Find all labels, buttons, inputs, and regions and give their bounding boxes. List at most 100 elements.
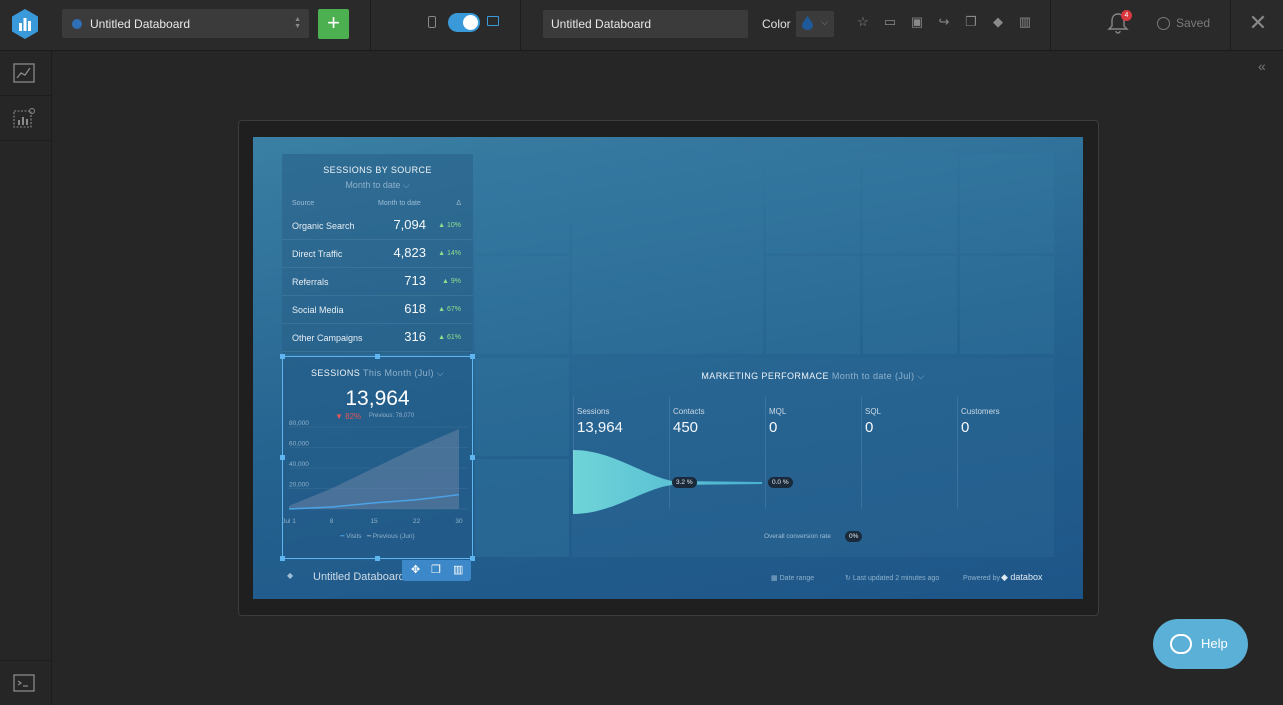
datablock-period[interactable]: Month to date ⌵ bbox=[345, 180, 410, 190]
series-area-previous bbox=[289, 428, 459, 509]
funnel-shape bbox=[573, 450, 762, 514]
empty-slot[interactable] bbox=[863, 154, 957, 253]
star-icon[interactable]: ☆ bbox=[857, 14, 869, 29]
x-tick-label: 30 bbox=[455, 518, 463, 525]
empty-slot[interactable] bbox=[766, 154, 860, 253]
share-icon[interactable]: ↪ bbox=[938, 14, 950, 29]
date-range[interactable]: ▦ Date range bbox=[771, 575, 815, 582]
y-tick-label: 80,000 bbox=[289, 420, 309, 427]
resize-handle[interactable] bbox=[280, 556, 285, 561]
resize-handle[interactable] bbox=[375, 556, 380, 561]
divider bbox=[1050, 0, 1051, 51]
datablock-period[interactable]: This Month (Jul) ⌵ bbox=[362, 368, 444, 378]
period-label: Month to date bbox=[345, 180, 401, 190]
add-databoard-button[interactable]: + bbox=[318, 9, 349, 39]
source-name: Direct Traffic bbox=[292, 249, 343, 259]
chart-panel-icon bbox=[13, 63, 35, 83]
resize-handle[interactable] bbox=[375, 354, 380, 359]
close-icon[interactable]: ✕ bbox=[1248, 10, 1268, 35]
help-button[interactable]: Help bbox=[1153, 619, 1248, 669]
brand-label: databox bbox=[1010, 572, 1043, 582]
period-label: Month to date (Jul) bbox=[831, 371, 915, 381]
funnel-stage: Sessions 13,964 bbox=[577, 407, 623, 436]
source-change: ▲ 9% bbox=[442, 278, 461, 285]
resize-handle[interactable] bbox=[470, 455, 475, 460]
series-line-visits bbox=[288, 493, 460, 510]
table-row: Social Media 618 ▲ 67% bbox=[282, 296, 473, 324]
sidebar-item-add-datablock[interactable] bbox=[0, 96, 52, 141]
source-change: ▲ 10% bbox=[438, 222, 461, 229]
table-row: Referrals 713 ▲ 9% bbox=[282, 268, 473, 296]
x-tick-label: 15 bbox=[370, 518, 378, 525]
sessions-area-chart: 80,000 60,000 40,000 20,000 Jul 1 8 15 22 30 bbox=[283, 420, 469, 525]
databox-logo-icon[interactable] bbox=[10, 8, 40, 40]
stage-value: 13,964 bbox=[577, 419, 623, 436]
image-icon[interactable]: ▣ bbox=[910, 14, 924, 29]
tag-icon[interactable]: ◆ bbox=[993, 14, 1003, 29]
copy-icon[interactable]: ❐ bbox=[965, 14, 977, 29]
help-label: Help bbox=[1201, 636, 1228, 651]
legend-visits: Visits bbox=[346, 533, 362, 540]
powered-by: Powered by bbox=[963, 575, 1000, 582]
funnel-stage: MQL 0 bbox=[769, 407, 786, 436]
footer-board-name: Untitled Databoard bbox=[313, 571, 405, 583]
chevrons-left-icon[interactable]: « bbox=[1258, 58, 1266, 74]
datablock-period[interactable]: Month to date (Jul) ⌵ bbox=[831, 371, 925, 381]
datablock-title: MARKETING PERFORMACE bbox=[701, 371, 829, 381]
source-change: ▲ 61% bbox=[438, 334, 461, 341]
x-tick-label: 8 bbox=[330, 518, 334, 525]
resize-handle[interactable] bbox=[280, 354, 285, 359]
add-chart-icon bbox=[13, 108, 35, 128]
color-picker[interactable]: ⌵ bbox=[796, 11, 834, 37]
resize-handle[interactable] bbox=[280, 455, 285, 460]
phone-icon[interactable] bbox=[428, 16, 436, 28]
empty-slot[interactable] bbox=[475, 358, 569, 456]
stage-label: Sessions bbox=[577, 407, 610, 416]
change-value: 10% bbox=[446, 222, 461, 229]
sessions-datablock[interactable]: SESSIONS This Month (Jul) ⌵ 13,964 ▼ 82%… bbox=[283, 357, 472, 558]
sessions-by-source-datablock[interactable]: SESSIONS BY SOURCE Month to date ⌵ Sourc… bbox=[282, 154, 473, 354]
trash-icon[interactable]: ▥ bbox=[1018, 14, 1032, 29]
empty-slot[interactable] bbox=[960, 256, 1054, 354]
divider bbox=[573, 397, 574, 509]
left-sidebar bbox=[0, 51, 52, 705]
globe-icon bbox=[72, 18, 82, 29]
saved-label: Saved bbox=[1176, 16, 1211, 30]
tv-icon[interactable]: ▭ bbox=[883, 14, 897, 29]
legend-visits-swatch: ━ bbox=[340, 533, 345, 540]
marketing-performance-datablock[interactable]: MARKETING PERFORMACE Month to date (Jul)… bbox=[572, 358, 1054, 557]
last-updated-label: Last updated 2 minutes ago bbox=[852, 575, 940, 582]
change-value: 67% bbox=[446, 306, 461, 313]
conversion-rate-2: 0.0 % bbox=[768, 477, 793, 488]
sidebar-item-console[interactable] bbox=[0, 660, 52, 705]
x-tick-label: Jul 1 bbox=[283, 518, 296, 525]
datablock-title: SESSIONS bbox=[310, 368, 361, 378]
empty-slot[interactable] bbox=[766, 256, 860, 354]
empty-slot[interactable] bbox=[960, 154, 1054, 253]
divider bbox=[370, 0, 371, 51]
delete-icon[interactable]: ▥ bbox=[453, 564, 464, 576]
empty-slot[interactable] bbox=[475, 154, 569, 253]
empty-slot[interactable] bbox=[475, 256, 569, 354]
overall-conversion-label: Overall conversion rate bbox=[764, 533, 831, 540]
empty-slot[interactable] bbox=[475, 459, 569, 557]
stage-value: 0 bbox=[961, 419, 970, 436]
stage-value: 450 bbox=[673, 419, 699, 436]
empty-slot[interactable] bbox=[572, 154, 763, 354]
device-toggle[interactable] bbox=[448, 13, 480, 32]
resize-handle[interactable] bbox=[470, 556, 475, 561]
source-value: 7,094 bbox=[393, 217, 426, 232]
databoard-title-input[interactable] bbox=[543, 10, 748, 38]
databoard-select[interactable]: Untitled Databoard ▲ ▼ bbox=[62, 9, 309, 38]
resize-handle[interactable] bbox=[470, 354, 475, 359]
select-arrows-icon: ▲ ▼ bbox=[294, 16, 301, 30]
empty-slot[interactable] bbox=[863, 256, 957, 354]
datablock-title: SESSIONS BY SOURCE bbox=[323, 165, 432, 175]
divider bbox=[669, 397, 670, 509]
duplicate-icon[interactable]: ❐ bbox=[431, 564, 441, 576]
sidebar-item-datablocks[interactable] bbox=[0, 51, 52, 96]
stage-value: 0 bbox=[769, 419, 778, 436]
move-icon[interactable]: ✥ bbox=[411, 564, 421, 576]
chevron-down-icon: ⌵ bbox=[821, 17, 828, 27]
monitor-icon[interactable] bbox=[487, 16, 499, 26]
